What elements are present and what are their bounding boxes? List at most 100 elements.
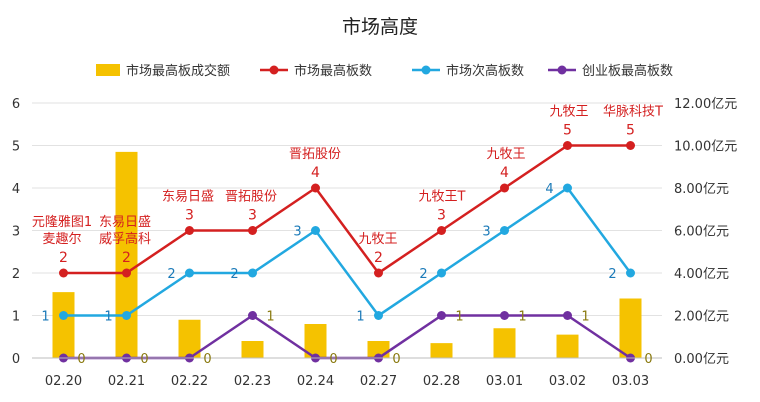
stock-label-8-0: 九牧王 (549, 105, 588, 120)
stock-label-0-1: 麦趣尔 (42, 232, 81, 247)
stock-label-4-0: 晋拓股份 (289, 147, 341, 162)
point-s0-0 (59, 268, 68, 278)
legend-label-2: 市场次高板数 (446, 63, 524, 79)
point-s0-6 (437, 226, 446, 235)
bar-7 (493, 328, 516, 358)
label-max-5: 2 (374, 250, 383, 266)
x-tick-9: 03.03 (612, 374, 649, 389)
bar-1 (115, 151, 138, 358)
stock-label-9-0: 华脉科技T (603, 105, 663, 120)
point-s0-1 (122, 268, 131, 278)
legend-marker-2 (421, 65, 431, 75)
y-left-tick-4: 4 (12, 182, 20, 197)
point-s1-4 (311, 226, 320, 235)
label-third-6: 1 (455, 310, 463, 325)
x-tick-2: 02.22 (171, 374, 208, 389)
point-s2-8 (563, 311, 572, 320)
label-max-1: 2 (122, 250, 131, 266)
legend-marker-3 (557, 65, 567, 75)
point-s0-9 (626, 141, 635, 150)
x-tick-1: 02.21 (108, 374, 145, 389)
bar-0 (52, 292, 75, 358)
bar-4 (304, 324, 327, 358)
bar-9 (619, 298, 642, 358)
point-s0-8 (563, 141, 572, 150)
bar-2 (178, 319, 201, 358)
y-left-tick-5: 5 (12, 140, 20, 155)
legend: 市场最高板成交额 市场最高板数 市场次高板数 创业板最高板数 (96, 63, 673, 79)
x-tick-8: 03.02 (549, 374, 586, 389)
stock-label-0-0: 元隆雅图1 (32, 215, 92, 230)
stock-label-1-0: 东易日盛 (99, 215, 151, 230)
label-third-1: 0 (140, 352, 148, 367)
y-right-tick-1: 2.00亿元 (674, 310, 729, 325)
y-left-tick-3: 3 (12, 225, 20, 240)
point-s1-7 (500, 226, 509, 235)
point-s0-2 (185, 226, 194, 235)
label-second-2: 2 (167, 267, 175, 282)
y-left-tick-6: 6 (12, 97, 20, 112)
label-second-7: 3 (482, 225, 490, 240)
label-max-8: 5 (563, 123, 572, 139)
point-s1-1 (122, 311, 131, 320)
series-line-0 (63, 144, 631, 275)
label-second-9: 2 (608, 267, 616, 282)
label-second-0: 1 (41, 310, 49, 325)
stock-label-2-0: 东易日盛 (162, 190, 214, 205)
bars (52, 151, 642, 358)
label-third-4: 0 (329, 352, 337, 367)
bar-6 (430, 343, 453, 358)
point-s0-4 (311, 183, 320, 193)
x-tick-7: 03.01 (486, 374, 523, 389)
label-second-4: 3 (293, 225, 301, 240)
x-tick-5: 02.27 (360, 374, 397, 389)
point-s2-3 (248, 311, 257, 320)
legend-swatch-0 (96, 64, 120, 76)
y-left-tick-0: 0 (12, 352, 20, 367)
lines (59, 141, 635, 363)
label-third-8: 1 (581, 310, 589, 325)
label-max-3: 3 (248, 208, 257, 224)
point-s1-9 (626, 268, 635, 278)
point-s1-3 (248, 268, 257, 278)
y-right-tick-3: 6.00亿元 (674, 225, 729, 240)
chart-title: 市场高度 (342, 16, 418, 38)
label-max-9: 5 (626, 123, 635, 139)
stock-label-5-0: 九牧王 (358, 232, 397, 247)
label-max-2: 3 (185, 208, 194, 224)
point-s1-0 (59, 311, 68, 320)
stock-label-6-0: 九牧王T (419, 190, 466, 205)
label-max-4: 4 (311, 165, 320, 181)
y-right-tick-2: 4.00亿元 (674, 267, 729, 282)
point-s0-3 (248, 226, 257, 235)
stock-label-3-0: 晋拓股份 (225, 190, 277, 205)
bar-3 (241, 341, 264, 358)
stock-label-1-1: 威孚高科 (99, 231, 151, 247)
label-second-5: 1 (356, 310, 364, 325)
y-left-tick-1: 1 (12, 310, 20, 325)
point-s2-6 (437, 311, 446, 320)
y-left-tick-2: 2 (12, 267, 20, 282)
label-max-0: 2 (59, 250, 68, 266)
y-right-tick-0: 0.00亿元 (674, 352, 729, 367)
label-max-6: 3 (437, 208, 446, 224)
stock-label-7-0: 九牧王 (486, 147, 525, 162)
point-s2-7 (500, 311, 509, 320)
series-line-1 (63, 186, 632, 317)
y-right-tick-6: 12.00亿元 (674, 97, 737, 112)
point-s0-7 (500, 183, 509, 193)
label-second-8: 4 (545, 182, 553, 197)
point-s0-5 (374, 268, 383, 278)
y-right-tick-5: 10.00亿元 (674, 140, 737, 155)
x-tick-4: 02.24 (297, 374, 334, 389)
point-s1-6 (437, 268, 446, 278)
label-max-7: 4 (500, 165, 509, 181)
bar-8 (556, 334, 579, 358)
y-right-tick-4: 8.00亿元 (674, 182, 729, 197)
label-third-7: 1 (518, 310, 526, 325)
label-second-1: 1 (104, 310, 112, 325)
legend-label-1: 市场最高板数 (294, 63, 372, 79)
